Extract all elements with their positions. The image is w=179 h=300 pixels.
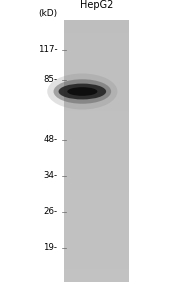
Text: 19-: 19- [43, 243, 57, 252]
Bar [64, 46, 129, 59]
Text: 34-: 34- [43, 171, 57, 180]
Bar [64, 243, 129, 256]
Bar [64, 124, 129, 138]
Ellipse shape [47, 74, 117, 110]
Bar [64, 203, 129, 216]
Bar [64, 59, 129, 72]
Bar [64, 33, 129, 46]
Bar [64, 230, 129, 243]
Bar [64, 20, 129, 282]
Bar [64, 72, 129, 85]
Bar [64, 111, 129, 124]
Text: 85-: 85- [43, 75, 57, 84]
Ellipse shape [59, 84, 106, 99]
Text: HepG2: HepG2 [80, 1, 113, 10]
Bar [64, 138, 129, 151]
Text: (kD): (kD) [38, 9, 57, 18]
Text: 26-: 26- [43, 207, 57, 216]
Bar [64, 85, 129, 98]
Bar [64, 190, 129, 203]
Bar [64, 269, 129, 282]
Bar [64, 151, 129, 164]
Text: 117-: 117- [38, 45, 57, 54]
Bar [64, 164, 129, 177]
Text: 48-: 48- [43, 135, 57, 144]
Ellipse shape [67, 87, 97, 96]
Ellipse shape [54, 79, 111, 104]
Bar [64, 20, 129, 33]
Bar [64, 216, 129, 230]
Bar [64, 98, 129, 111]
Bar [64, 256, 129, 269]
Bar [64, 177, 129, 190]
